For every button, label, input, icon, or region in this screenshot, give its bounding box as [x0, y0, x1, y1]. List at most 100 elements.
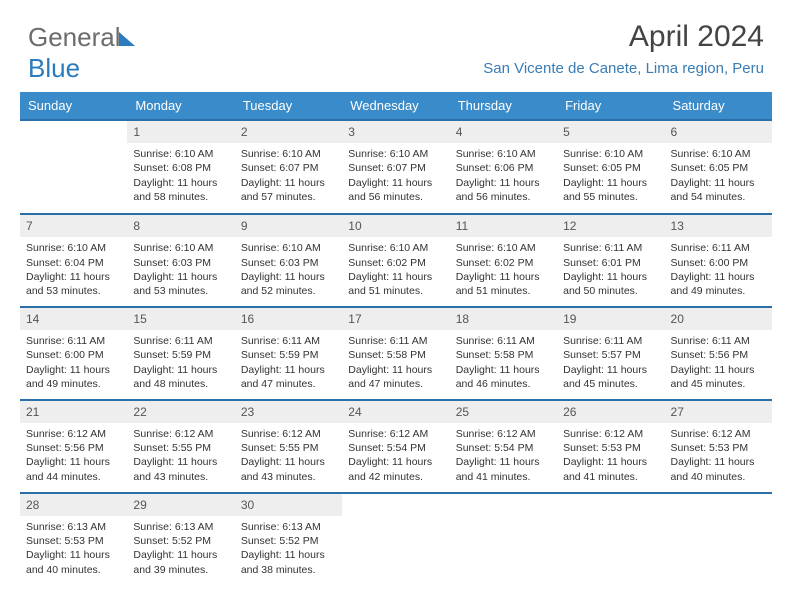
- calendar-day-cell: 4Sunrise: 6:10 AMSunset: 6:06 PMDaylight…: [450, 120, 557, 214]
- day-info-line: and 46 minutes.: [456, 377, 551, 391]
- day-info-line: Sunset: 5:59 PM: [133, 348, 228, 362]
- calendar-day-cell: 3Sunrise: 6:10 AMSunset: 6:07 PMDaylight…: [342, 120, 449, 214]
- day-info-line: and 56 minutes.: [348, 190, 443, 204]
- calendar-day-cell: 25Sunrise: 6:12 AMSunset: 5:54 PMDayligh…: [450, 400, 557, 493]
- day-info-line: Daylight: 11 hours: [241, 548, 336, 562]
- day-number: 2: [235, 121, 342, 143]
- day-info-line: and 48 minutes.: [133, 377, 228, 391]
- day-info-line: and 40 minutes.: [26, 563, 121, 577]
- empty-cell-filler: [26, 147, 121, 205]
- day-info-line: Sunset: 6:00 PM: [26, 348, 121, 362]
- day-info-line: Sunset: 5:54 PM: [456, 441, 551, 455]
- calendar-day-cell: 23Sunrise: 6:12 AMSunset: 5:55 PMDayligh…: [235, 400, 342, 493]
- calendar-day-cell: 29Sunrise: 6:13 AMSunset: 5:52 PMDayligh…: [127, 493, 234, 586]
- day-number: 12: [557, 215, 664, 237]
- day-info-line: and 45 minutes.: [671, 377, 766, 391]
- day-info-line: and 54 minutes.: [671, 190, 766, 204]
- day-info-line: Sunset: 6:07 PM: [241, 161, 336, 175]
- day-info-line: Sunset: 5:52 PM: [241, 534, 336, 548]
- day-info-line: Daylight: 11 hours: [133, 455, 228, 469]
- calendar-week-row: 1Sunrise: 6:10 AMSunset: 6:08 PMDaylight…: [20, 120, 772, 214]
- calendar: Sunday Monday Tuesday Wednesday Thursday…: [20, 92, 772, 586]
- day-number: 1: [127, 121, 234, 143]
- day-info-line: Daylight: 11 hours: [671, 176, 766, 190]
- empty-cell-filler: [563, 520, 658, 578]
- logo-text-general: General: [28, 22, 121, 52]
- day-number: 21: [20, 401, 127, 423]
- day-info-line: and 45 minutes.: [563, 377, 658, 391]
- day-info-line: Sunrise: 6:10 AM: [26, 241, 121, 255]
- day-info-line: Daylight: 11 hours: [348, 270, 443, 284]
- calendar-week-row: 21Sunrise: 6:12 AMSunset: 5:56 PMDayligh…: [20, 400, 772, 493]
- day-info-line: and 58 minutes.: [133, 190, 228, 204]
- day-number: 18: [450, 308, 557, 330]
- calendar-day-cell: 8Sunrise: 6:10 AMSunset: 6:03 PMDaylight…: [127, 214, 234, 307]
- calendar-day-cell: 6Sunrise: 6:10 AMSunset: 6:05 PMDaylight…: [665, 120, 772, 214]
- location-subtitle: San Vicente de Canete, Lima region, Peru: [483, 60, 764, 77]
- calendar-day-cell: 28Sunrise: 6:13 AMSunset: 5:53 PMDayligh…: [20, 493, 127, 586]
- day-info-line: Daylight: 11 hours: [671, 270, 766, 284]
- day-info-line: Sunrise: 6:12 AM: [563, 427, 658, 441]
- day-info-line: Daylight: 11 hours: [26, 363, 121, 377]
- day-info-line: Daylight: 11 hours: [563, 455, 658, 469]
- day-number: 25: [450, 401, 557, 423]
- day-info-line: Sunset: 5:58 PM: [456, 348, 551, 362]
- day-number: 24: [342, 401, 449, 423]
- day-info-line: Sunrise: 6:10 AM: [348, 241, 443, 255]
- day-info-line: and 50 minutes.: [563, 284, 658, 298]
- day-info-line: Daylight: 11 hours: [241, 455, 336, 469]
- day-info-line: Daylight: 11 hours: [26, 455, 121, 469]
- day-number: 15: [127, 308, 234, 330]
- calendar-day-cell: [450, 493, 557, 586]
- day-number: 22: [127, 401, 234, 423]
- calendar-day-cell: 19Sunrise: 6:11 AMSunset: 5:57 PMDayligh…: [557, 307, 664, 400]
- day-info-line: Sunrise: 6:10 AM: [133, 147, 228, 161]
- calendar-day-cell: 21Sunrise: 6:12 AMSunset: 5:56 PMDayligh…: [20, 400, 127, 493]
- day-info-line: Sunset: 6:03 PM: [133, 256, 228, 270]
- day-info-line: and 49 minutes.: [26, 377, 121, 391]
- weekday-header: Monday: [127, 92, 234, 120]
- day-info-line: Sunrise: 6:10 AM: [563, 147, 658, 161]
- day-number: 28: [20, 494, 127, 516]
- day-info-line: and 49 minutes.: [671, 284, 766, 298]
- day-number: 10: [342, 215, 449, 237]
- day-info-line: and 53 minutes.: [26, 284, 121, 298]
- calendar-day-cell: 20Sunrise: 6:11 AMSunset: 5:56 PMDayligh…: [665, 307, 772, 400]
- day-info-line: Sunset: 6:05 PM: [671, 161, 766, 175]
- calendar-day-cell: 30Sunrise: 6:13 AMSunset: 5:52 PMDayligh…: [235, 493, 342, 586]
- day-info-line: and 56 minutes.: [456, 190, 551, 204]
- day-info-line: Sunset: 5:55 PM: [241, 441, 336, 455]
- day-number: 17: [342, 308, 449, 330]
- weekday-header: Sunday: [20, 92, 127, 120]
- logo: General Blue: [28, 22, 135, 84]
- day-info-line: Daylight: 11 hours: [133, 363, 228, 377]
- day-number: 27: [665, 401, 772, 423]
- day-info-line: Sunrise: 6:10 AM: [348, 147, 443, 161]
- day-info-line: Sunset: 6:02 PM: [348, 256, 443, 270]
- day-number: 3: [342, 121, 449, 143]
- day-info-line: Sunset: 6:04 PM: [26, 256, 121, 270]
- day-info-line: Sunrise: 6:11 AM: [456, 334, 551, 348]
- logo-triangle-icon: [119, 32, 135, 46]
- logo-text-blue: Blue: [28, 53, 80, 83]
- calendar-day-cell: 24Sunrise: 6:12 AMSunset: 5:54 PMDayligh…: [342, 400, 449, 493]
- calendar-day-cell: [342, 493, 449, 586]
- weekday-header: Tuesday: [235, 92, 342, 120]
- calendar-day-cell: 2Sunrise: 6:10 AMSunset: 6:07 PMDaylight…: [235, 120, 342, 214]
- calendar-day-cell: 9Sunrise: 6:10 AMSunset: 6:03 PMDaylight…: [235, 214, 342, 307]
- day-info-line: and 40 minutes.: [671, 470, 766, 484]
- day-info-line: Sunset: 6:05 PM: [563, 161, 658, 175]
- calendar-day-cell: 26Sunrise: 6:12 AMSunset: 5:53 PMDayligh…: [557, 400, 664, 493]
- calendar-day-cell: 15Sunrise: 6:11 AMSunset: 5:59 PMDayligh…: [127, 307, 234, 400]
- day-number: 6: [665, 121, 772, 143]
- day-info-line: and 47 minutes.: [241, 377, 336, 391]
- day-info-line: Sunset: 5:52 PM: [133, 534, 228, 548]
- calendar-day-cell: 5Sunrise: 6:10 AMSunset: 6:05 PMDaylight…: [557, 120, 664, 214]
- day-info-line: Sunrise: 6:10 AM: [241, 147, 336, 161]
- day-number: 29: [127, 494, 234, 516]
- calendar-day-cell: [20, 120, 127, 214]
- calendar-week-row: 28Sunrise: 6:13 AMSunset: 5:53 PMDayligh…: [20, 493, 772, 586]
- day-info-line: and 55 minutes.: [563, 190, 658, 204]
- day-number: 20: [665, 308, 772, 330]
- empty-cell-filler: [348, 520, 443, 578]
